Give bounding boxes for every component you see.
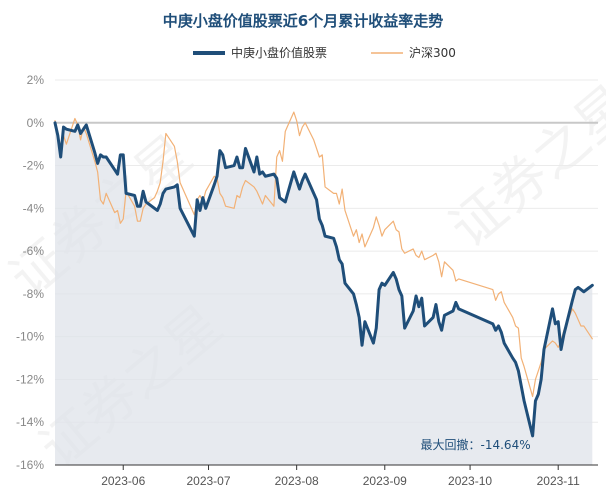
- x-tick-label: 2023-09: [363, 474, 407, 488]
- legend-label-index: 沪深300: [409, 46, 456, 60]
- y-tick-label: -14%: [16, 415, 44, 429]
- y-tick-label: 2%: [27, 73, 45, 87]
- legend: 中庚小盘价值股票 沪深300: [193, 45, 456, 60]
- fund-area: [55, 122, 593, 465]
- fund-area-fill: [55, 122, 593, 465]
- y-tick-label: -16%: [16, 458, 44, 472]
- chart-title: 中庚小盘价值股票近6个月累计收益率走势: [163, 12, 443, 30]
- x-tick-label: 2023-06: [101, 474, 145, 488]
- watermark-text: 证券之星: [438, 73, 606, 260]
- y-tick-label: -2%: [23, 159, 45, 173]
- y-tick-label: -8%: [23, 287, 45, 301]
- y-tick-label: -6%: [23, 244, 45, 258]
- y-tick-label: 0%: [27, 116, 45, 130]
- y-tick-label: -10%: [16, 330, 44, 344]
- x-axis: 2023-06 2023-07 2023-08 2023-09 2023-10 2023-…: [55, 464, 598, 488]
- x-tick-label: 2023-07: [186, 474, 230, 488]
- y-axis: 2% 0% -2% -4% -6% -8% -10% -12% -14% -16%: [16, 73, 44, 472]
- x-tick-label: 2023-10: [448, 474, 492, 488]
- x-tick-label: 2023-11: [537, 474, 580, 488]
- x-tick-label: 2023-08: [275, 474, 319, 488]
- index-series-line: [54, 111, 593, 398]
- max-drawdown-annotation: 最大回撤：-14.64%: [421, 437, 531, 452]
- legend-label-fund: 中庚小盘价值股票: [231, 45, 327, 60]
- fund-series-line: [53, 121, 594, 438]
- y-tick-label: -4%: [23, 201, 45, 215]
- y-tick-label: -12%: [16, 372, 44, 386]
- series-lines: [53, 111, 594, 438]
